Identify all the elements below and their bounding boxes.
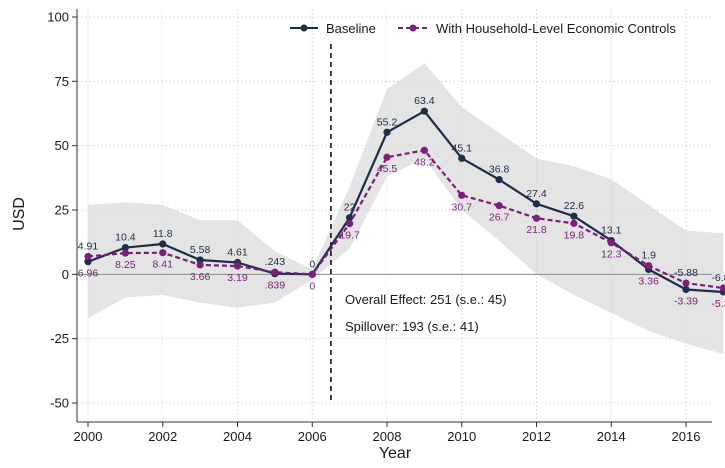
controls-point [719, 284, 725, 292]
x-tick-label: 2004 [223, 429, 252, 444]
confidence-band-area [88, 63, 724, 355]
controls-data-label: 26.7 [489, 212, 510, 224]
controls-data-label: 3.66 [190, 271, 211, 283]
baseline-data-label: 22.6 [564, 200, 585, 212]
controls-data-label: 0 [309, 280, 315, 292]
baseline-data-label: 1.9 [641, 250, 656, 262]
baseline-point [495, 176, 503, 184]
x-tick-label: 2002 [148, 429, 177, 444]
controls-point [233, 262, 242, 270]
controls-data-label: .839 [265, 280, 286, 292]
controls-data-label: 12.3 [601, 249, 622, 261]
baseline-data-label: 55.2 [377, 116, 398, 128]
data-labels: 4.91 6.96 10.4 8.25 11.8 8.41 5.58 3.66 4.61 3.19… [78, 95, 725, 310]
baseline-point [532, 200, 541, 208]
x-axis-title: Year [379, 445, 412, 462]
controls-data-label: 8.25 [115, 259, 136, 271]
x-tick-label: 2012 [522, 429, 551, 444]
controls-point [383, 153, 391, 161]
baseline-data-label: 13.1 [601, 225, 622, 237]
baseline-point [570, 212, 578, 220]
y-tick-label: 0 [62, 267, 69, 282]
controls-point [159, 249, 167, 257]
baseline-data-label: -6.85 [711, 272, 725, 284]
controls-point [308, 270, 316, 278]
baseline-point [458, 154, 466, 162]
controls-point [495, 202, 503, 210]
baseline-data-label: 4.91 [78, 240, 99, 252]
controls-data-label: 6.96 [78, 268, 99, 280]
baseline-point [420, 107, 428, 115]
baseline-data-label: 11.8 [153, 228, 173, 240]
baseline-point [383, 128, 391, 136]
legend-baseline-marker [300, 24, 308, 32]
x-tick-label: 2008 [373, 429, 402, 444]
baseline-data-label: -5.88 [674, 267, 698, 279]
controls-data-label: -5.31 [711, 298, 725, 310]
controls-data-label: 3.36 [638, 275, 659, 287]
baseline-point [346, 214, 354, 222]
controls-point [121, 249, 129, 257]
baseline-data-label: .243 [265, 256, 286, 268]
y-axis-title: USD [11, 197, 28, 231]
baseline-point [196, 256, 204, 264]
baseline-point [121, 243, 129, 252]
baseline-data-label: 0 [309, 258, 315, 270]
x-tick-label: 2016 [672, 429, 701, 444]
baseline-point [682, 285, 690, 294]
axes: -50 -25 0 25 50 75 100 2000 2002 2004 2006 2008 2010… [47, 9, 712, 444]
legend: Baseline With Household-Level Economic C… [290, 21, 676, 36]
baseline-data-label: 45.1 [452, 142, 473, 154]
y-tick-label: 75 [55, 74, 69, 89]
controls-data-label: 19.8 [564, 229, 585, 241]
y-tick-label: -25 [50, 331, 69, 346]
controls-point [84, 252, 92, 261]
baseline-data-label: 27.4 [526, 188, 547, 200]
y-tick-label: -50 [50, 396, 69, 411]
baseline-data-label: 5.58 [190, 244, 211, 256]
controls-point [682, 279, 690, 287]
baseline-data-label: 63.4 [414, 95, 435, 107]
y-tick-label: 25 [55, 203, 69, 218]
baseline-point [159, 240, 167, 248]
legend-controls-label: With Household-Level Economic Controls [436, 21, 676, 36]
controls-point [570, 219, 578, 227]
legend-baseline-label: Baseline [326, 21, 376, 36]
controls-data-label: 21.8 [526, 224, 547, 236]
series [84, 107, 725, 296]
annotation-spillover: Spillover: 193 (s.e.: 41) [345, 319, 479, 334]
controls-point [420, 146, 428, 154]
controls-point [607, 239, 615, 247]
y-tick-label: 100 [47, 10, 69, 25]
x-tick-label: 2000 [74, 429, 103, 444]
x-tick-label: 2010 [447, 429, 476, 444]
controls-data-label: 8.41 [153, 259, 174, 271]
confidence-band [88, 63, 724, 355]
controls-point [645, 262, 653, 270]
baseline-point [84, 258, 92, 266]
controls-series-line [87, 149, 724, 290]
controls-data-label: 30.7 [452, 201, 473, 213]
controls-data-label: 48.2 [414, 156, 435, 168]
controls-point [196, 261, 204, 269]
controls-point [458, 191, 466, 199]
baseline-data-label: 22 [344, 202, 356, 214]
controls-point [346, 220, 354, 228]
annotation-overall-effect: Overall Effect: 251 (s.e.: 45) [345, 292, 507, 307]
controls-data-label: 3.19 [227, 272, 248, 284]
controls-point [532, 214, 541, 222]
controls-data-label: 19.7 [339, 230, 360, 242]
baseline-data-label: 10.4 [115, 232, 136, 244]
legend-controls-marker [409, 24, 417, 32]
controls-data-label: 45.5 [377, 163, 398, 175]
controls-point [271, 268, 279, 276]
x-tick-label: 2014 [597, 429, 626, 444]
x-tick-label: 2006 [298, 429, 327, 444]
baseline-data-label: 36.8 [489, 164, 510, 176]
y-tick-label: 50 [55, 138, 69, 153]
controls-data-label: -3.39 [674, 295, 698, 307]
baseline-data-label: 4.61 [227, 246, 248, 258]
